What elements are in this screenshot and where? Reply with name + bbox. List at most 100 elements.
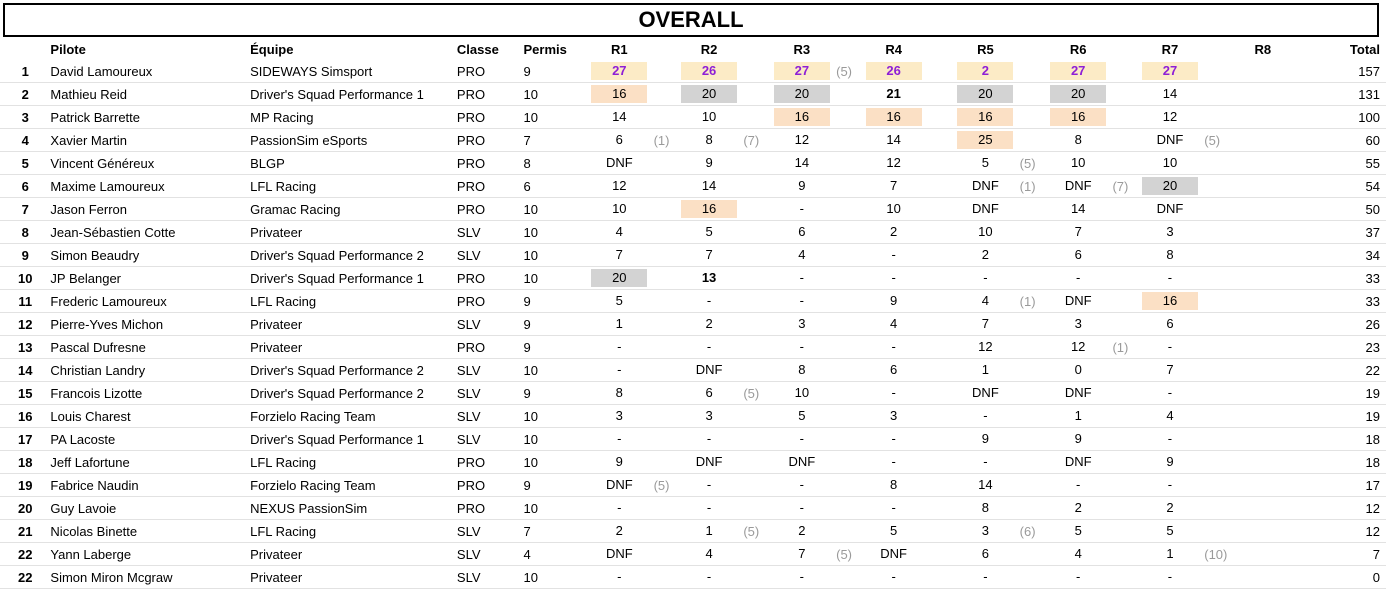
penalty-cell: [1015, 565, 1048, 589]
classe-cell: PRO: [456, 496, 524, 520]
penalty-cell: [739, 473, 772, 497]
equipe-cell: NEXUS PassionSim: [250, 496, 457, 520]
race-result-cell: [1232, 404, 1294, 428]
equipe-cell: Forzielo Racing Team: [250, 404, 457, 428]
penalty-cell: [832, 105, 864, 129]
total-cell: 17: [1325, 473, 1386, 497]
permis-cell: 9: [523, 60, 590, 83]
pilote-cell: Fabrice Naudin: [50, 473, 251, 497]
race-result-value: 26: [865, 62, 922, 80]
race-result-cell: 3: [1047, 312, 1109, 336]
race-result-cell: [1232, 427, 1294, 451]
table-row: 11 Frederic Lamoureux LFL Racing PRO 9 5- -9 4(…: [0, 289, 1386, 313]
race-result-value: 4: [890, 316, 898, 331]
penalty-cell: (5): [832, 60, 864, 83]
race-result-value: 9: [705, 155, 713, 170]
race-result-value: 2: [981, 247, 990, 262]
race-result-value: -: [706, 293, 712, 308]
race-header-r5: R5: [977, 42, 994, 57]
equipe-cell: LFL Racing: [250, 519, 457, 543]
race-result-value: 3: [615, 408, 623, 423]
race-result-cell: -: [1139, 266, 1201, 290]
race-result-cell: -: [863, 266, 924, 290]
pilote-header: Pilote: [50, 42, 86, 57]
race-result-cell: 8: [863, 473, 924, 497]
penalty-cell: (10): [1200, 542, 1233, 566]
race-result-value: 2: [798, 523, 806, 538]
pilote-cell: Simon Miron Mcgraw: [50, 565, 251, 589]
total-cell: 26: [1325, 312, 1386, 336]
total-cell: 54: [1325, 174, 1386, 198]
race-result-value: 16: [591, 85, 648, 103]
penalty-cell: [923, 289, 956, 313]
penalty-cell: [649, 404, 679, 428]
race-result-cell: -: [863, 427, 924, 451]
penalty-cell: [1293, 312, 1326, 336]
race-result-cell: 5: [863, 519, 924, 543]
race-result-cell: 26: [678, 60, 740, 83]
race-result-value: 9: [1074, 431, 1082, 446]
classe-cell: SLV: [456, 565, 524, 589]
permis-cell: 10: [523, 266, 590, 290]
classe-header: Classe: [456, 42, 499, 57]
permis-cell: 10: [523, 496, 590, 520]
race-result-cell: 4: [1139, 404, 1201, 428]
race-result-value: 14: [978, 477, 993, 492]
equipe-cell: PassionSim eSports: [250, 128, 457, 152]
race-result-cell: 0: [1047, 358, 1109, 382]
classe-cell: SLV: [456, 381, 524, 405]
classe-cell: PRO: [456, 105, 524, 129]
race-result-cell: [1232, 60, 1294, 83]
penalty-cell: [649, 381, 679, 405]
race-header-r6: R6: [1069, 42, 1087, 57]
penalty-cell: [649, 335, 679, 359]
pilote-cell: Yann Laberge: [50, 542, 251, 566]
race-result-cell: 12: [863, 151, 924, 175]
race-result-value: DNF: [605, 477, 633, 492]
race-result-value: -: [1167, 477, 1173, 492]
race-result-value: 7: [981, 316, 990, 331]
race-result-cell: 12: [1047, 335, 1109, 359]
race-result-value: [1235, 474, 1291, 492]
total-cell: 23: [1325, 335, 1386, 359]
penalty-cell: [1200, 82, 1233, 106]
penalty-cell: [1108, 542, 1140, 566]
race-result-cell: 9: [1047, 427, 1109, 451]
penalty-cell: [1015, 335, 1048, 359]
race-result-value: -: [1167, 569, 1173, 584]
race-result-value: 1: [1166, 546, 1174, 561]
penalty-cell: [1015, 128, 1048, 152]
penalty-cell: [649, 519, 679, 543]
equipe-cell: LFL Racing: [250, 450, 457, 474]
race-result-value: DNF: [605, 155, 633, 170]
pilote-cell: Pierre-Yves Michon: [50, 312, 251, 336]
penalty-cell: [1015, 243, 1048, 267]
penalty-cell: [923, 128, 956, 152]
total-cell: 7: [1325, 542, 1386, 566]
race-result-value: [1235, 382, 1291, 400]
race-result-value: 3: [705, 408, 713, 423]
race-result-value: -: [1167, 270, 1173, 285]
penalty-cell: [1108, 450, 1140, 474]
race-result-cell: 10: [589, 197, 650, 221]
penalty-cell: [832, 312, 864, 336]
race-result-value: -: [799, 569, 805, 584]
race-result-value: 8: [1074, 132, 1082, 147]
penalty-cell: [1200, 266, 1233, 290]
race-result-value: 3: [981, 523, 990, 538]
penalty-cell: [739, 243, 772, 267]
classe-cell: SLV: [456, 358, 524, 382]
classe-cell: PRO: [456, 174, 524, 198]
race-result-value: 10: [1162, 155, 1178, 170]
penalty-cell: [923, 473, 956, 497]
race-result-cell: 14: [589, 105, 650, 129]
race-result-cell: 3: [863, 404, 924, 428]
race-result-cell: 9: [589, 450, 650, 474]
race-result-cell: [1232, 82, 1294, 106]
permis-header: Permis: [523, 42, 567, 57]
pilote-cell: Guy Lavoie: [50, 496, 251, 520]
total-cell: 12: [1325, 496, 1386, 520]
penalty-cell: [1200, 289, 1233, 313]
race-result-value: 14: [886, 132, 901, 147]
penalty-cell: [1108, 82, 1140, 106]
